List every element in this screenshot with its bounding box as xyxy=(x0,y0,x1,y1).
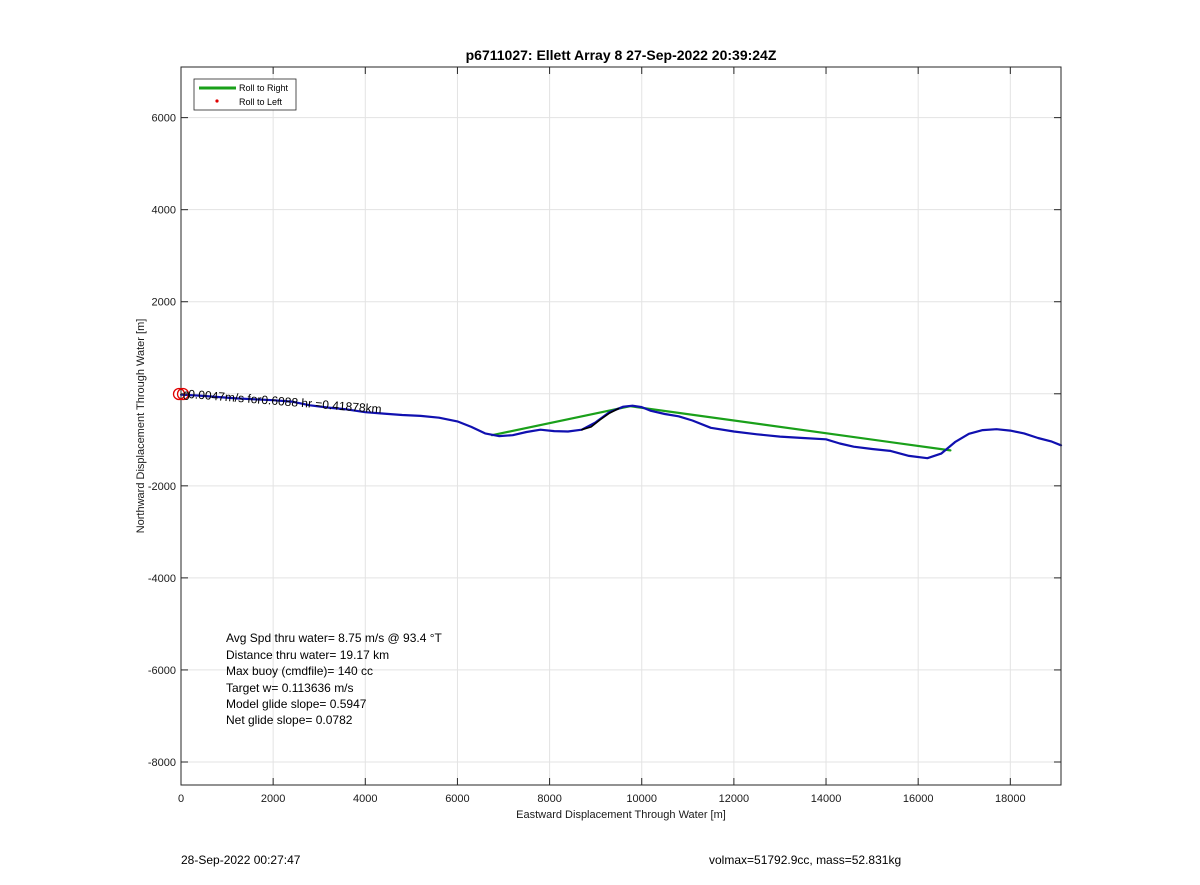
axes-box xyxy=(180,66,1062,786)
legend-roll-left-swatch xyxy=(215,99,219,103)
start-label: 0 xyxy=(183,389,190,403)
legend-roll-left-label: Roll to Left xyxy=(239,97,283,107)
x-tick-label: 0 xyxy=(178,793,184,805)
x-tick-label: 14000 xyxy=(811,793,842,805)
series-line xyxy=(179,393,1063,460)
x-tick-label: 2000 xyxy=(261,793,285,805)
legend-box xyxy=(193,78,297,111)
grid xyxy=(180,67,1061,785)
plot-lines xyxy=(179,393,1063,460)
stat-net-glide: Net glide slope= 0.0782 xyxy=(226,713,353,727)
x-tick-label: 12000 xyxy=(719,793,750,805)
chart-title: p6711027: Ellett Array 8 27-Sep-2022 20:… xyxy=(466,47,777,63)
x-tick-label: 8000 xyxy=(537,793,561,805)
stat-avg-speed: Avg Spd thru water= 8.75 m/s @ 93.4 °T xyxy=(226,631,443,645)
x-tick-label: 18000 xyxy=(995,793,1026,805)
ticks: 0 2000 4000 6000 8000 10000 12000 14000 16000 180… xyxy=(148,67,1061,805)
stat-max-buoy: Max buoy (cmdfile)= 140 cc xyxy=(226,664,373,678)
y-tick-label: 4000 xyxy=(152,205,176,217)
stat-target-w: Target w= 0.113636 m/s xyxy=(226,681,354,695)
stats-block: Avg Spd thru water= 8.75 m/s @ 93.4 °T D… xyxy=(226,631,443,727)
stat-distance: Distance thru water= 19.17 km xyxy=(226,648,389,662)
start-marker-circle xyxy=(172,387,186,401)
start-marker: 0 xyxy=(172,387,190,403)
y-tick-label: 2000 xyxy=(152,297,176,309)
legend: Roll to Right Roll to Left xyxy=(193,78,297,111)
y-tick-label: -4000 xyxy=(148,573,176,585)
y-tick-label: 6000 xyxy=(152,113,176,125)
y-tick-label: -2000 xyxy=(148,481,176,493)
x-tick-label: 10000 xyxy=(626,793,657,805)
x-tick-label: 4000 xyxy=(353,793,377,805)
footer-timestamp: 28-Sep-2022 00:27:47 xyxy=(181,853,301,867)
stat-model-glide: Model glide slope= 0.5947 xyxy=(226,697,367,711)
x-tick-label: 16000 xyxy=(903,793,934,805)
series-line xyxy=(580,407,620,431)
legend-roll-right-label: Roll to Right xyxy=(239,83,289,93)
start-marker-circle xyxy=(176,387,190,401)
y-axis-label: Northward Displacement Through Water [m] xyxy=(135,319,147,534)
y-tick-label: -8000 xyxy=(148,757,176,769)
x-tick-label: 6000 xyxy=(445,793,469,805)
x-axis-label: Eastward Displacement Through Water [m] xyxy=(516,809,726,821)
footer-volmax-mass: volmax=51792.9cc, mass=52.831kg xyxy=(709,853,901,867)
plot-area xyxy=(181,67,1061,785)
y-tick-label: -6000 xyxy=(148,665,176,677)
